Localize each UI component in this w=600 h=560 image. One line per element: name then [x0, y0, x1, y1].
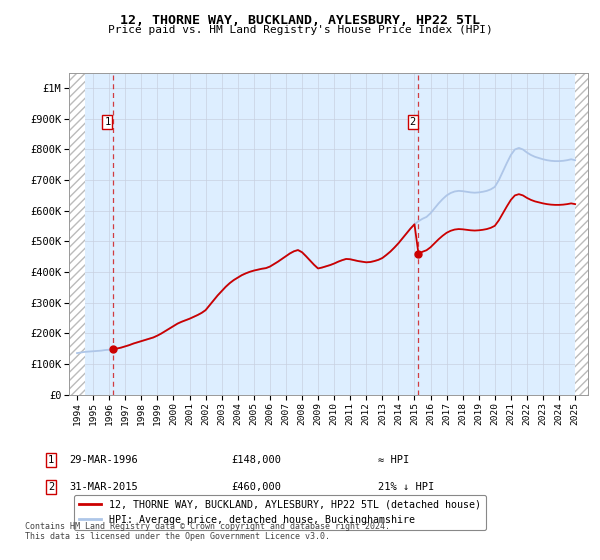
Text: Price paid vs. HM Land Registry's House Price Index (HPI): Price paid vs. HM Land Registry's House … [107, 25, 493, 35]
Text: 12, THORNE WAY, BUCKLAND, AYLESBURY, HP22 5TL: 12, THORNE WAY, BUCKLAND, AYLESBURY, HP2… [120, 14, 480, 27]
Text: £460,000: £460,000 [231, 482, 281, 492]
Text: 1: 1 [48, 455, 54, 465]
Bar [69, 73, 85, 395]
Bar [575, 73, 588, 395]
Text: Contains HM Land Registry data © Crown copyright and database right 2024.
This d: Contains HM Land Registry data © Crown c… [25, 522, 390, 542]
Text: 2: 2 [48, 482, 54, 492]
Text: 1: 1 [104, 117, 110, 127]
Text: £148,000: £148,000 [231, 455, 281, 465]
Legend: 12, THORNE WAY, BUCKLAND, AYLESBURY, HP22 5TL (detached house), HPI: Average pri: 12, THORNE WAY, BUCKLAND, AYLESBURY, HP2… [74, 495, 486, 530]
Text: 21% ↓ HPI: 21% ↓ HPI [378, 482, 434, 492]
Text: ≈ HPI: ≈ HPI [378, 455, 409, 465]
Text: 2: 2 [410, 117, 416, 127]
Text: 29-MAR-1996: 29-MAR-1996 [69, 455, 138, 465]
Text: 31-MAR-2015: 31-MAR-2015 [69, 482, 138, 492]
